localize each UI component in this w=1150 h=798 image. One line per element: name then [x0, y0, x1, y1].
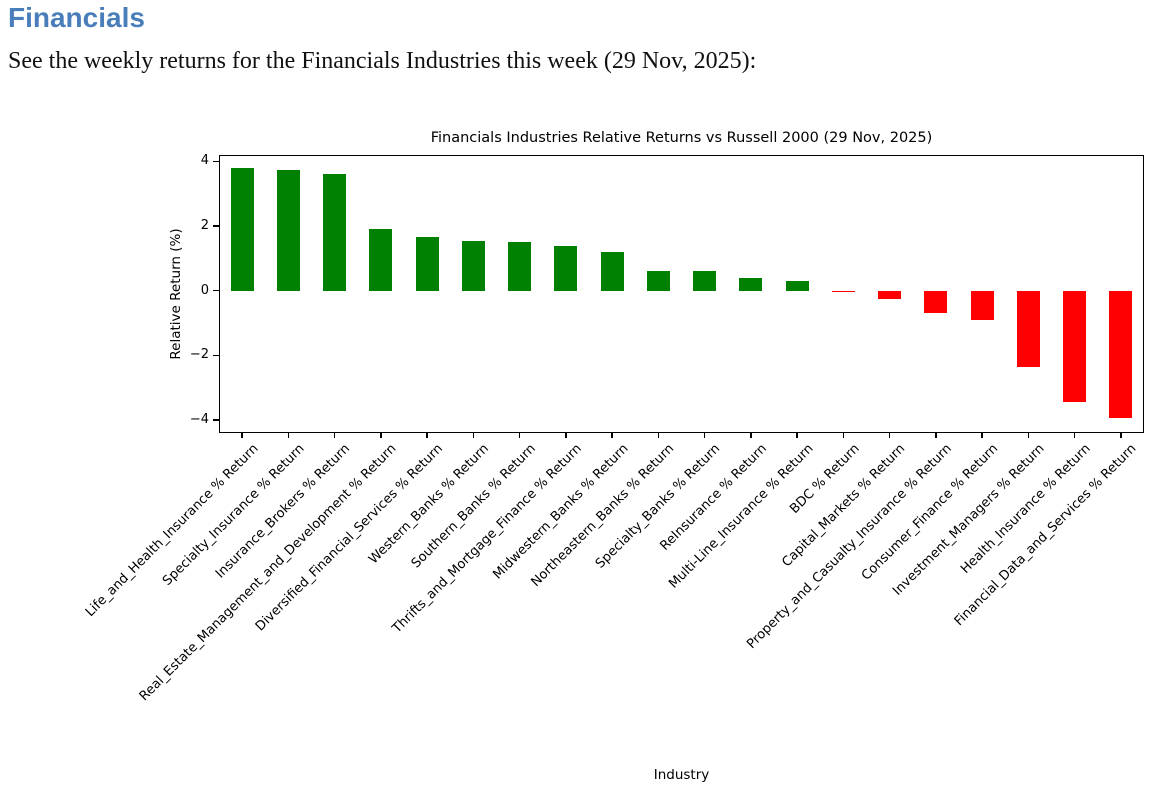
x-tick-mark: [1027, 433, 1030, 438]
bar: [785, 281, 809, 291]
bar: [554, 245, 578, 291]
bar: [646, 270, 670, 291]
y-tick-mark: [213, 354, 219, 357]
bar: [1063, 290, 1087, 403]
x-tick-mark: [611, 433, 613, 438]
y-tick-mark: [213, 419, 219, 421]
y-tick-label: −4: [189, 412, 209, 428]
x-tick-mark: [1073, 433, 1076, 438]
x-tick-mark: [657, 433, 660, 438]
bar: [970, 290, 994, 320]
x-tick-mark: [703, 433, 706, 438]
bar-chart: Financials Industries Relative Returns v…: [0, 130, 1150, 798]
y-tick-mark: [213, 225, 219, 227]
x-tick-mark: [287, 433, 290, 438]
x-tick-mark: [935, 433, 937, 438]
bar: [369, 229, 393, 291]
chart-title: Financials Industries Relative Returns v…: [430, 130, 933, 146]
x-tick-mark: [380, 433, 382, 438]
x-tick-mark: [565, 433, 567, 438]
y-tick-label: −2: [189, 347, 209, 363]
x-tick-mark: [842, 433, 845, 438]
bar: [230, 167, 254, 291]
bar: [600, 251, 624, 291]
bar: [1016, 290, 1040, 367]
bar: [924, 290, 948, 314]
page-title: Financials: [8, 2, 145, 33]
x-tick-mark: [1120, 433, 1122, 438]
bar: [693, 271, 717, 291]
x-tick-mark: [981, 433, 983, 438]
x-axis-title: Industry: [653, 767, 710, 783]
y-tick-mark: [213, 290, 219, 292]
intro-text: See the weekly returns for the Financial…: [8, 48, 757, 74]
y-tick-label: 4: [200, 153, 209, 169]
x-tick-mark: [888, 433, 891, 438]
y-tick-label: 2: [200, 218, 209, 234]
bar: [508, 242, 532, 291]
x-tick-mark: [333, 433, 336, 438]
x-tick-mark: [241, 433, 243, 438]
bar: [831, 290, 855, 293]
bar: [739, 278, 763, 291]
x-tick-mark: [750, 433, 752, 438]
x-tick-mark: [518, 433, 521, 438]
y-tick-mark: [213, 160, 219, 163]
x-tick-mark: [426, 433, 428, 438]
bar: [415, 237, 439, 291]
bar: [878, 290, 902, 299]
x-tick-mark: [796, 433, 798, 438]
y-tick-label: 0: [200, 282, 209, 298]
x-tick-mark: [472, 433, 475, 438]
bar: [323, 174, 347, 291]
plot-area: [219, 155, 1144, 433]
x-tick-label: Life_and_Health_Insurance % Return: [82, 441, 262, 620]
bar: [461, 240, 485, 291]
bar: [276, 169, 300, 291]
bar: [1109, 290, 1133, 419]
